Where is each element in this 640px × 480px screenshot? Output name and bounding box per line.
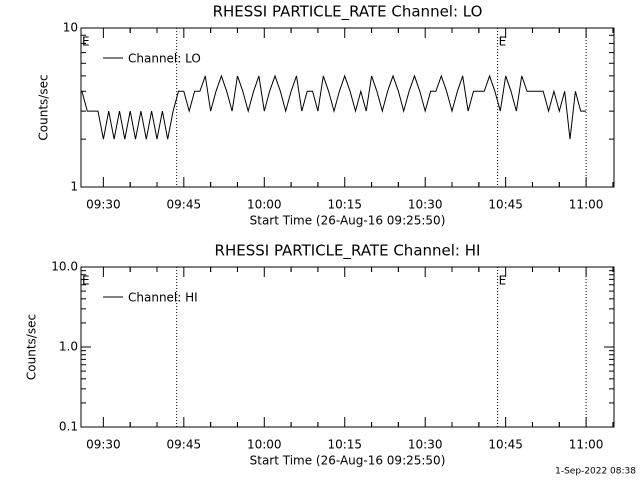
x-tick-label: 10:00 <box>247 438 282 452</box>
footer: 1-Sep-2022 08:38 <box>555 467 636 477</box>
x-tick-label: 10:30 <box>408 438 443 452</box>
x-tick-label: 10:30 <box>408 198 443 212</box>
x-tick-label: 10:15 <box>327 438 362 452</box>
chart-title: RHESSI PARTICLE_RATE Channel: LO <box>213 3 483 22</box>
annotation: E <box>82 35 90 49</box>
x-tick-label: 10:00 <box>247 198 282 212</box>
x-tick-label: 10:45 <box>488 438 523 452</box>
x-tick-label: 09:45 <box>167 438 202 452</box>
x-axis-label: Start Time (26-Aug-16 09:25:50) <box>250 454 446 468</box>
x-tick-label: 09:30 <box>86 438 121 452</box>
y-axis-label: Counts/sec <box>25 314 39 380</box>
data-line <box>81 74 587 140</box>
x-tick-label: 10:15 <box>327 198 362 212</box>
x-tick-label: 10:45 <box>488 198 523 212</box>
y-tick-label: 0.1 <box>59 420 78 434</box>
y-axis-label: Counts/sec <box>37 74 51 140</box>
x-tick-label: 11:00 <box>569 198 604 212</box>
annotation: E <box>499 274 507 288</box>
chart-title: RHESSI PARTICLE_RATE Channel: HI <box>215 242 481 261</box>
y-tick-label: 1 <box>70 180 78 194</box>
x-axis-label: Start Time (26-Aug-16 09:25:50) <box>250 214 446 228</box>
y-tick-label: 10.0 <box>51 260 78 274</box>
x-tick-label: 11:00 <box>569 438 604 452</box>
x-tick-label: 09:45 <box>167 198 202 212</box>
annotation: E <box>82 274 90 288</box>
legend-label: Channel: LO <box>128 52 201 66</box>
legend-label: Channel: HI <box>128 291 198 305</box>
y-tick-label: 1.0 <box>59 340 78 354</box>
x-tick-label: 09:30 <box>86 198 121 212</box>
plot-frame <box>80 27 615 188</box>
annotation: E <box>499 35 507 49</box>
y-tick-label: 10 <box>63 21 78 35</box>
